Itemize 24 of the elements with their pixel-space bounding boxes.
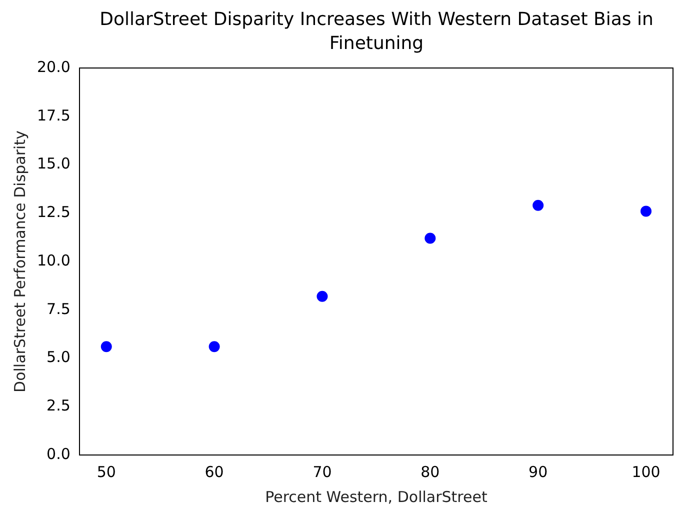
x-tick-label: 50	[96, 462, 116, 481]
y-tick-label: 10.0	[36, 251, 70, 270]
y-tick-label: 2.5	[46, 396, 70, 415]
y-tick-label: 20.0	[36, 58, 70, 76]
x-tick-label: 60	[204, 462, 224, 481]
x-tick-label: 90	[528, 462, 548, 481]
x-tick-label: 100	[632, 462, 660, 481]
y-tick-label: 0.0	[46, 444, 70, 463]
chart-title: DollarStreet Disparity Increases With Western Dataset Bias in Finetuning	[98, 8, 654, 56]
point	[208, 341, 220, 352]
y-tick-label: 5.0	[46, 348, 70, 366]
y-tick-label: 12.5	[36, 203, 70, 222]
point	[640, 206, 652, 217]
x-tick-label: 70	[312, 462, 332, 481]
point	[100, 341, 112, 352]
x-axis-title: Percent Western, DollarStreet	[265, 488, 488, 506]
y-axis-title: DollarStreet Performance Disparity	[10, 130, 29, 392]
point	[316, 290, 328, 302]
x-tick-label: 80	[420, 462, 440, 481]
y-tick-label: 7.5	[46, 300, 70, 318]
y-tick-label: 17.5	[36, 106, 70, 124]
point	[532, 200, 544, 211]
point	[424, 232, 436, 244]
y-tick-label: 15.0	[36, 154, 70, 173]
